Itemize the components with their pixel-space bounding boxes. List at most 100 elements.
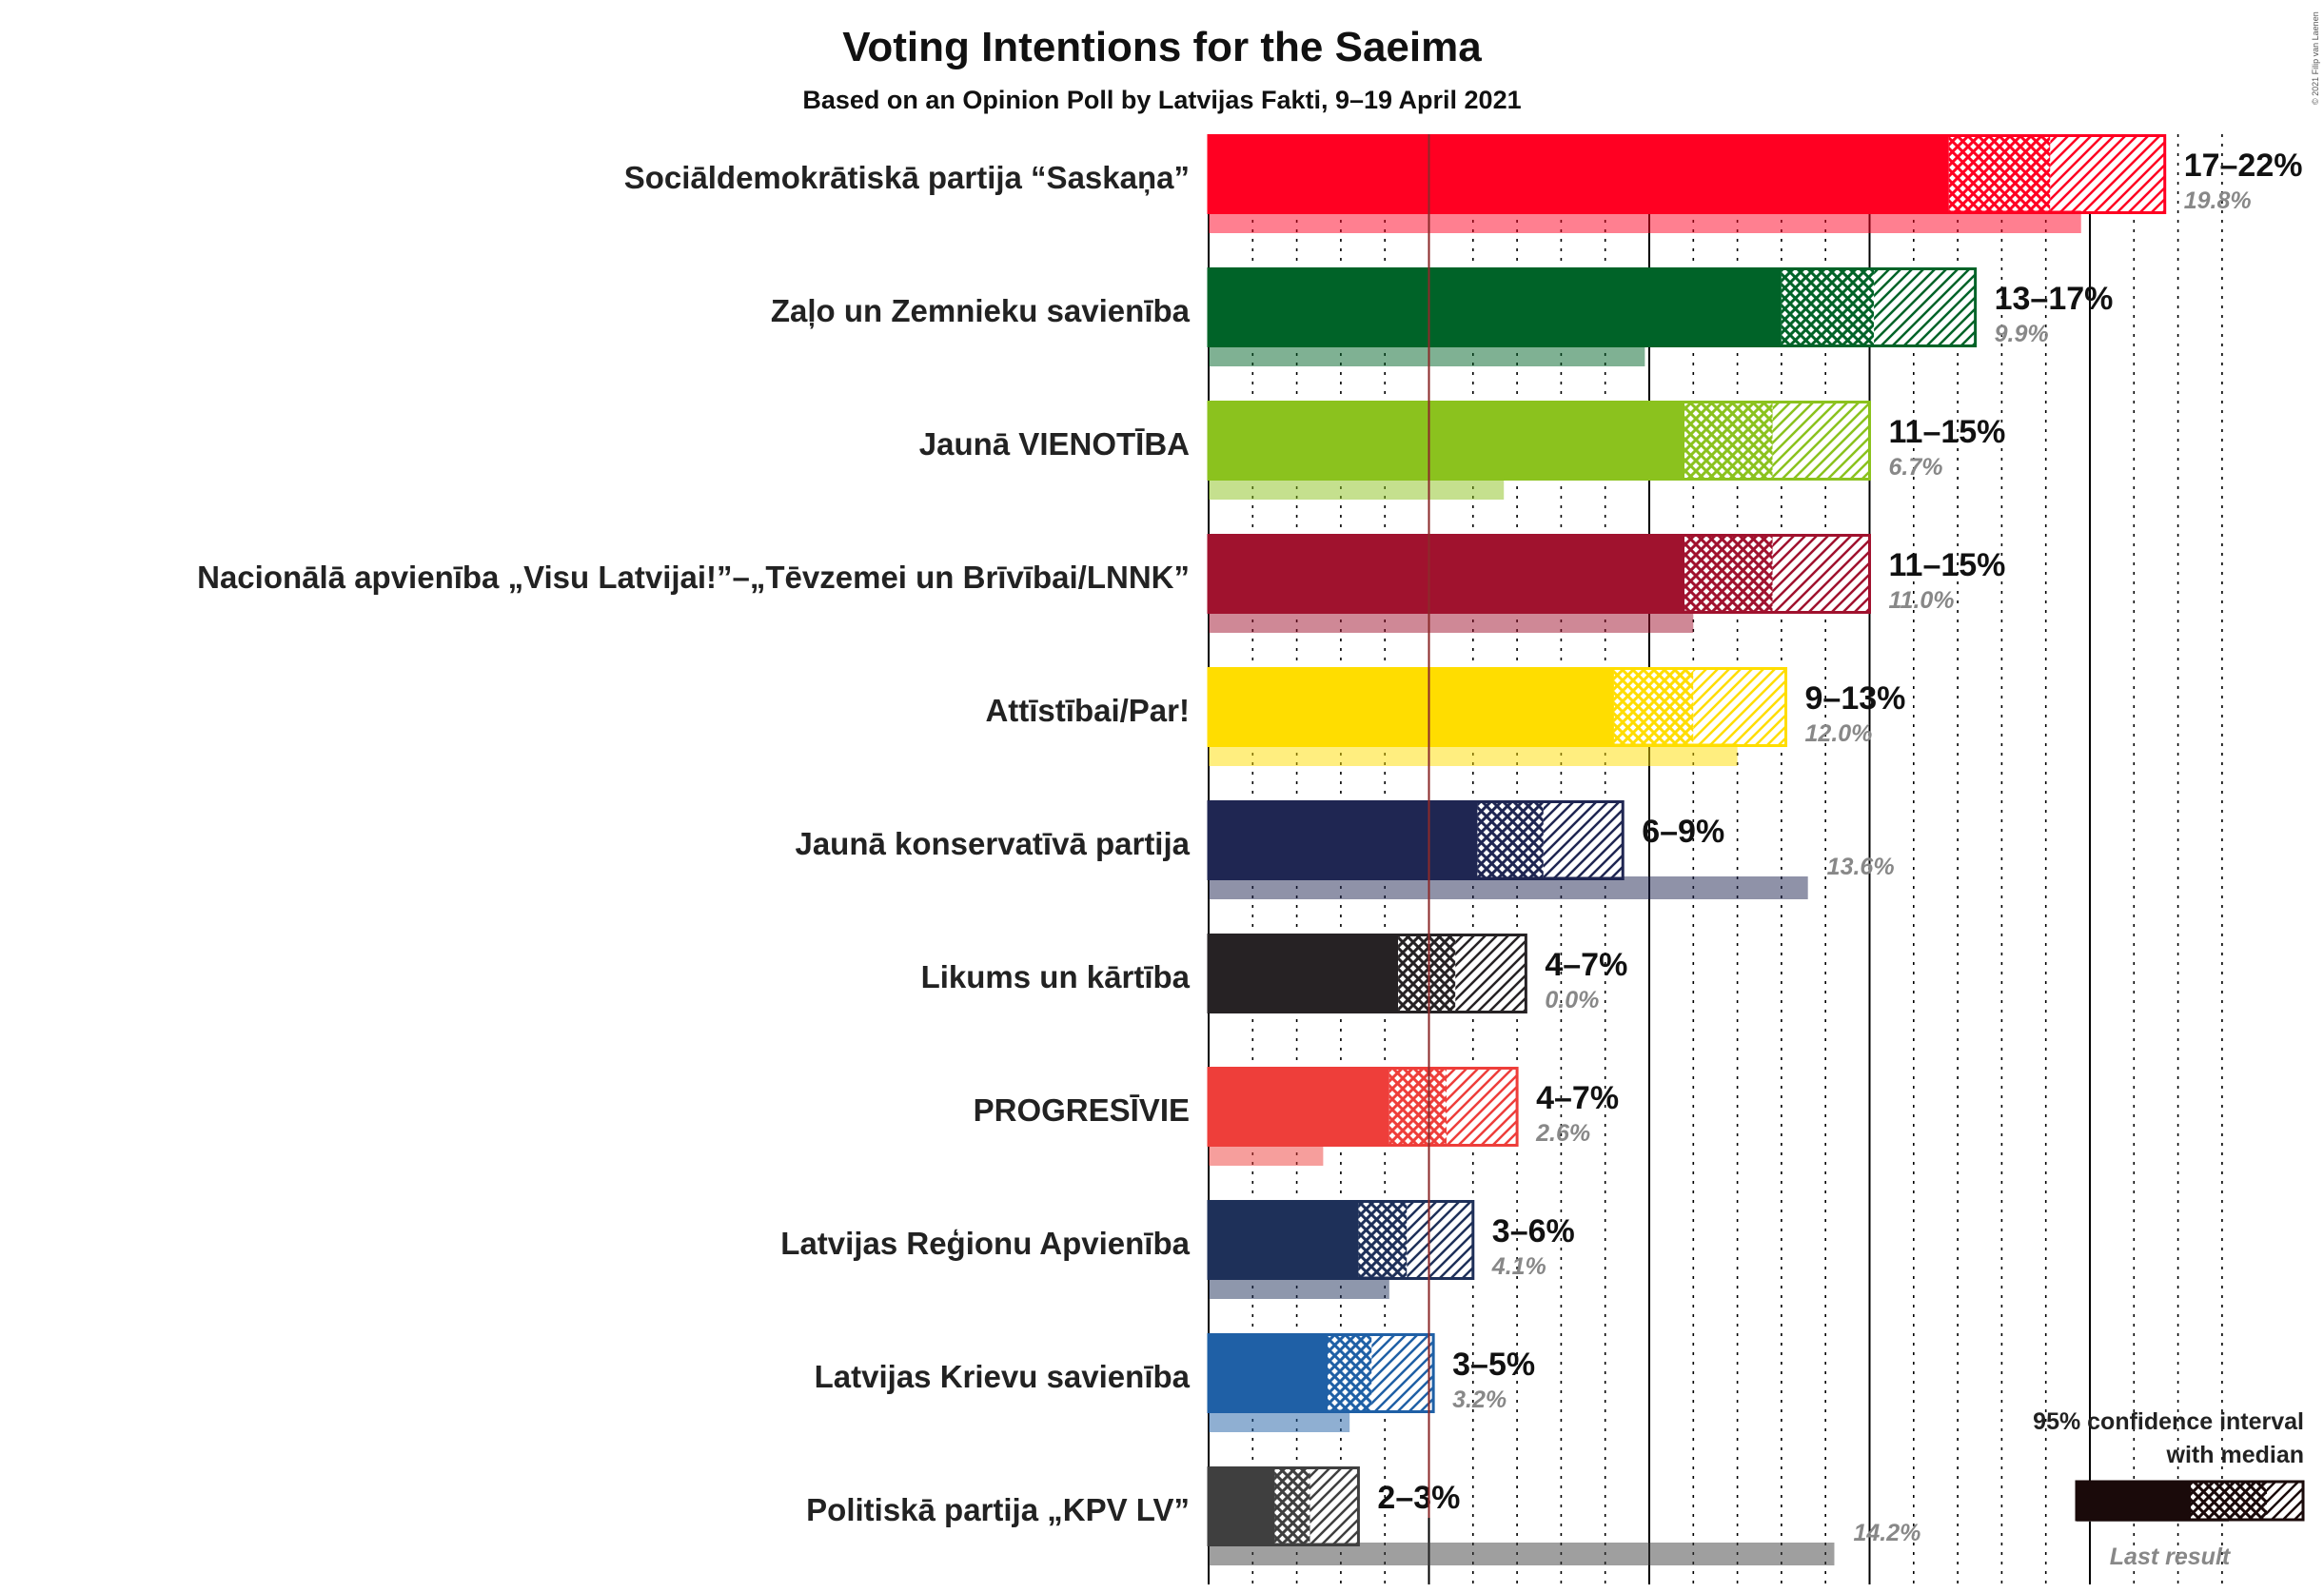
legend: 95% confidence interval with median Last… [2033,1408,2305,1570]
ci-crosshatch-bar [1274,1466,1310,1546]
legend-title-line1: 95% confidence interval [2033,1408,2304,1435]
chart-title: Voting Intentions for the Saeima [842,24,1482,70]
legend-last-result-label: Last result [2110,1544,2232,1570]
legend-outline [2075,1480,2305,1522]
last-result-bar [1209,1276,1389,1299]
ci-hatch-bar [2050,134,2165,214]
party-label: Nacionālā apvienība „Visu Latvijai!”–„Tē… [197,560,1190,595]
range-label: 13–17% [1995,281,2114,317]
ci-solid-bar [1209,1200,1359,1280]
range-label: 4–7% [1545,947,1627,983]
ci-crosshatch-bar [1398,934,1456,1013]
last-result-label: 12.0% [1805,720,1873,747]
last-result-bar [1209,1409,1350,1432]
party-row: Likums un kārtība 4–7% 0.0% [921,934,1627,1013]
range-label: 17–22% [2184,148,2303,184]
last-result-label: 9.9% [1995,321,2049,347]
party-row: Latvijas Krievu savienība 3–5% 3.2% [815,1333,1535,1432]
range-label: 6–9% [1642,814,1724,850]
range-label: 4–7% [1536,1080,1619,1116]
party-row: Nacionālā apvienība „Visu Latvijai!”–„Tē… [197,534,2005,633]
ci-crosshatch-bar [1358,1200,1408,1280]
range-label: 3–6% [1492,1213,1575,1249]
ci-solid-bar [1209,1067,1389,1147]
ci-crosshatch-bar [1684,401,1773,481]
last-result-label: 3.2% [1452,1386,1507,1413]
grid-lines [1208,134,2223,1584]
range-label: 11–15% [1889,414,2006,450]
ci-solid-bar [1209,1466,1275,1546]
ci-outline [1207,401,1871,481]
ci-outline [1207,934,1527,1013]
last-result-bar [1209,610,1694,633]
party-label: Zaļo un Zemnieku savienība [771,293,1191,328]
ci-solid-bar [1209,1333,1329,1413]
ci-crosshatch-bar [1328,1333,1372,1413]
ci-crosshatch-bar [1781,267,1875,347]
last-result-label: 19.8% [2184,187,2252,214]
party-row: Latvijas Reģionu Apvienība 3–6% 4.1% [780,1200,1575,1299]
last-result-bar [1209,1543,1835,1565]
party-rows: Sociāldemokrātiskā partija “Saskaņa” 17–2… [197,134,2302,1565]
ci-hatch-bar [1693,667,1786,747]
party-row: Politiskā partija „KPV LV” 2–3% 14.2% [806,1466,1920,1565]
party-label: Jaunā konservatīvā partija [795,826,1190,861]
last-result-bar [1209,210,2081,233]
ci-crosshatch-bar [1388,1067,1448,1147]
ci-hatch-bar [1310,1466,1359,1546]
party-label: Politiskā partija „KPV LV” [806,1492,1190,1527]
party-label: Sociāldemokrātiskā partija “Saskaņa” [624,160,1190,195]
last-result-bar [1209,1143,1324,1166]
ci-hatch-bar [1447,1067,1518,1147]
ci-hatch-bar [1543,800,1624,880]
ci-solid-bar [1209,934,1399,1013]
ci-solid-bar [1209,800,1478,880]
ci-crosshatch-bar [1613,667,1694,747]
ci-solid-bar [1209,534,1685,614]
party-row: Jaunā VIENOTĪBA 11–15% 6.7% [919,401,2006,500]
last-result-label: 11.0% [1889,587,1955,614]
party-label: Attīstībai/Par! [985,693,1190,728]
chart-subtitle: Based on an Opinion Poll by Latvijas Fak… [802,86,1521,114]
last-result-bar [1209,344,1645,366]
ci-crosshatch-bar [1477,800,1544,880]
party-row: Sociāldemokrātiskā partija “Saskaņa” 17–2… [624,134,2303,233]
ci-outline [1207,1067,1519,1147]
party-label: Latvijas Reģionu Apvienība [780,1226,1190,1261]
last-result-bar [1209,477,1505,500]
ci-crosshatch-bar [1684,534,1773,614]
party-label: Latvijas Krievu savienība [815,1359,1191,1394]
last-result-bar [1209,743,1738,766]
party-row: Attīstībai/Par! 9–13% 12.0% [985,667,1905,766]
ci-hatch-bar [1772,534,1870,614]
legend-hatch-bar [2267,1482,2303,1520]
last-result-label: 0.0% [1545,987,1599,1013]
last-result-label: 4.1% [1491,1253,1546,1280]
party-label: PROGRESĪVIE [974,1092,1190,1128]
legend-solid-bar [2077,1482,2191,1520]
ci-hatch-bar [1772,401,1870,481]
last-result-label: 6.7% [1889,454,1943,481]
ci-solid-bar [1209,134,1949,214]
ci-crosshatch-bar [1948,134,2051,214]
ci-hatch-bar [1371,1333,1434,1413]
last-result-label: 13.6% [1827,854,1895,880]
ci-hatch-bar [1407,1200,1473,1280]
ci-solid-bar [1209,401,1685,481]
ci-hatch-bar [1455,934,1526,1013]
last-result-label: 14.2% [1853,1520,1920,1546]
copyright-note: © 2021 Filip van Laenen [2311,11,2320,105]
legend-title-line2: with median [2166,1442,2304,1468]
range-label: 2–3% [1377,1480,1460,1516]
legend-crosshatch-bar [2191,1482,2267,1520]
ci-solid-bar [1209,667,1614,747]
last-result-label: 2.6% [1535,1120,1590,1147]
range-label: 3–5% [1452,1347,1535,1383]
party-row: Zaļo un Zemnieku savienība 13–17% 9.9% [771,267,2114,366]
party-row: Jaunā konservatīvā partija 6–9% 13.6% [795,800,1895,899]
party-label: Jaunā VIENOTĪBA [919,426,1190,462]
range-label: 9–13% [1805,680,1906,717]
party-row: PROGRESĪVIE 4–7% 2.6% [974,1067,1619,1166]
ci-solid-bar [1209,267,1782,347]
